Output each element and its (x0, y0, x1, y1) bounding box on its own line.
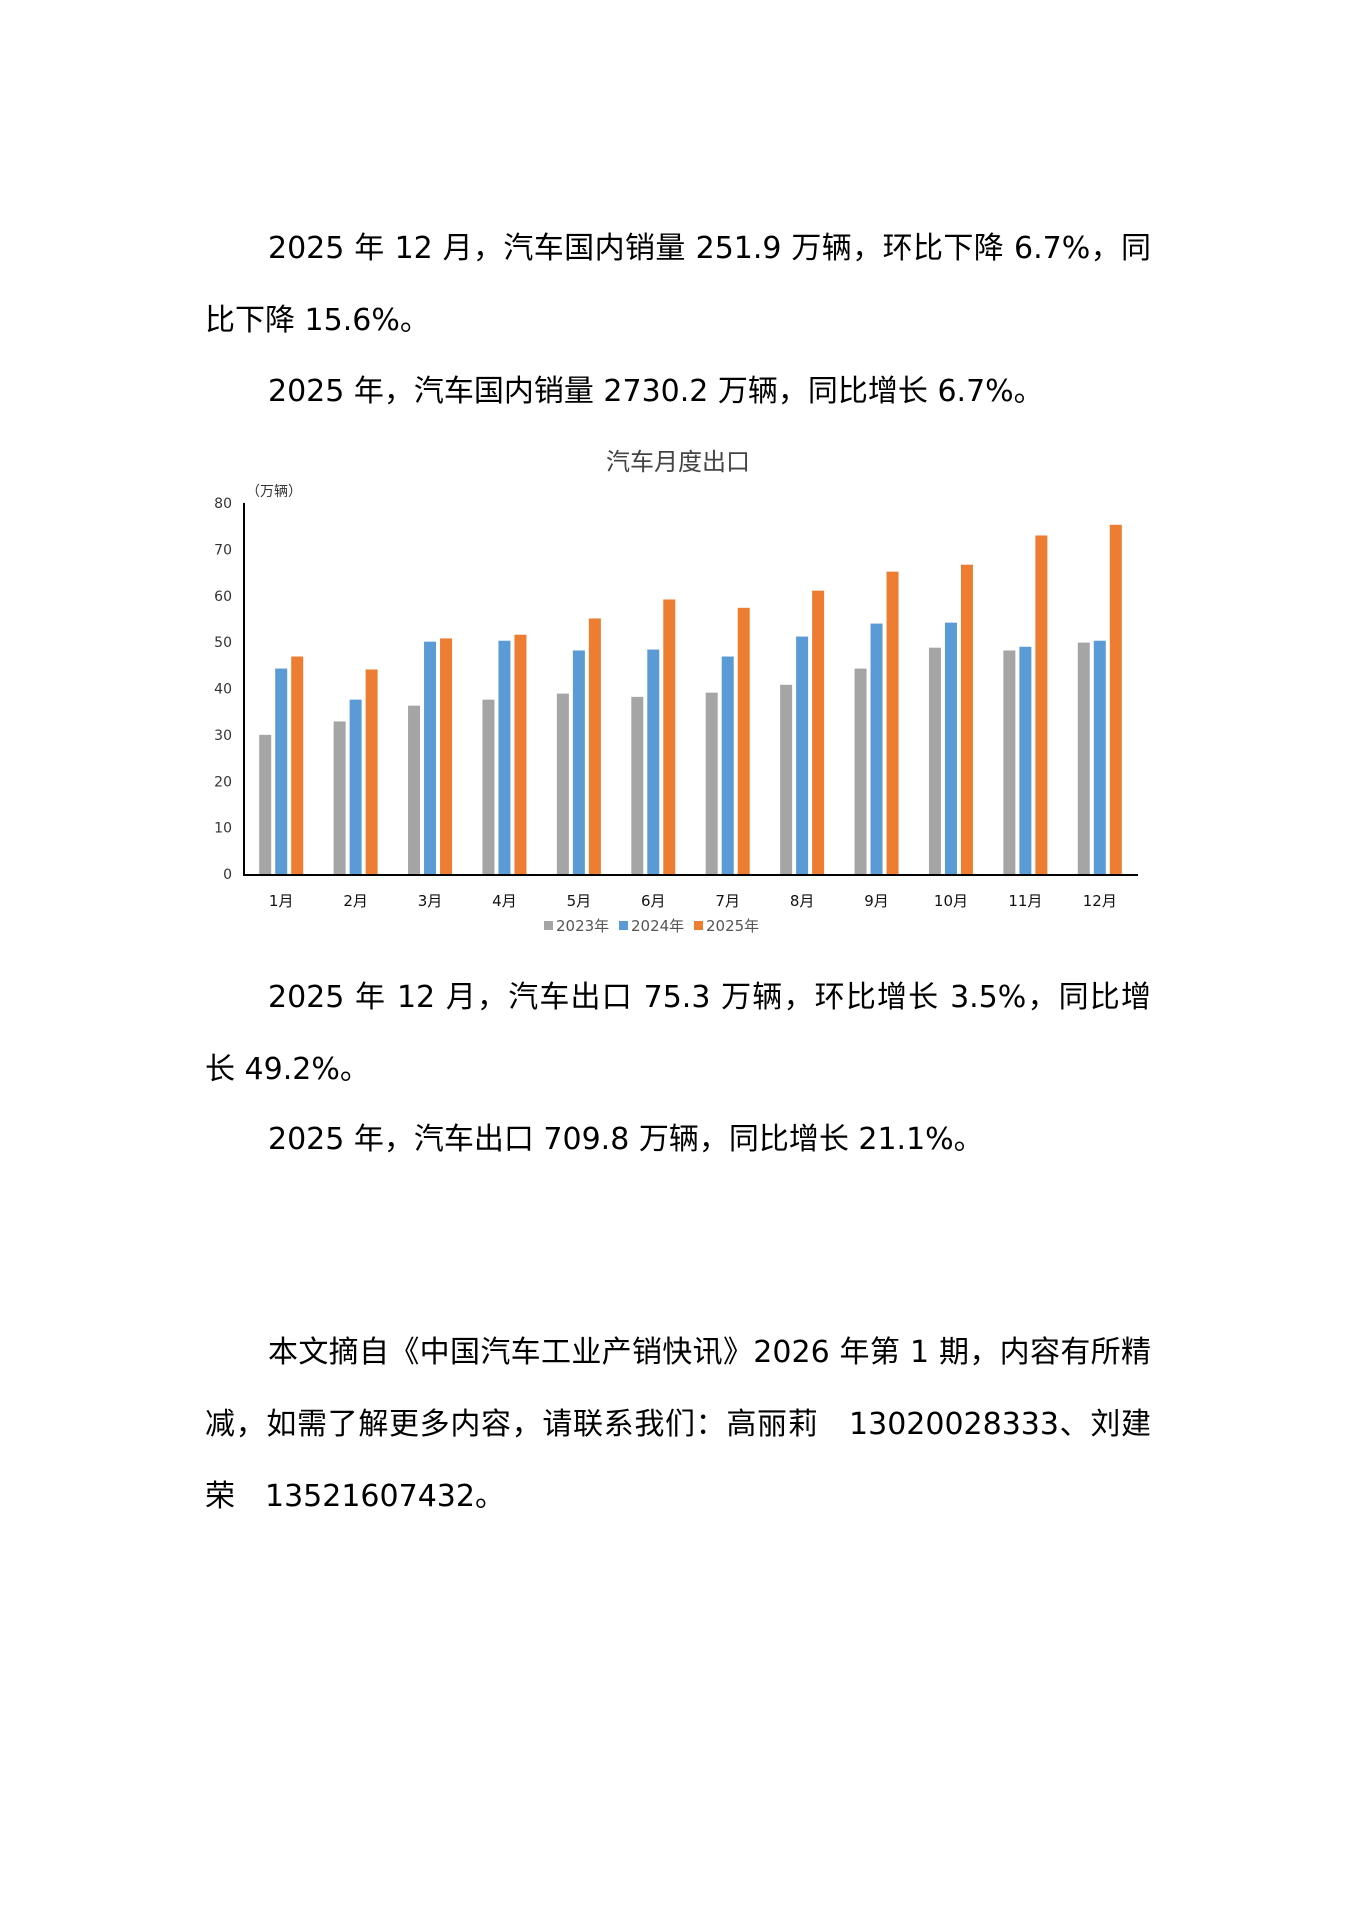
bar-2024年-7月 (721, 656, 734, 874)
bar-2023年-3月 (408, 705, 421, 874)
bar-2023年-11月 (1003, 650, 1016, 874)
bar-2024年-6月 (647, 649, 660, 874)
y-axis-unit: （万辆） (246, 484, 302, 500)
paragraph-export-december: 2025 年 12 月，汽车出口 75.3 万辆，环比增长 3.5%，同比增长 … (205, 980, 1151, 1087)
bar-2023年-10月 (928, 647, 941, 874)
x-tick-label: 12月 (1083, 892, 1117, 910)
bar-2025年-8月 (812, 590, 825, 874)
bar-2025年-7月 (737, 607, 750, 874)
bar-2023年-8月 (780, 684, 793, 874)
x-tick-label: 3月 (418, 892, 443, 910)
paragraph-domestic-december: 2025 年 12 月，汽车国内销量 251.9 万辆，环比下降 6.7%，同比… (205, 231, 1151, 338)
legend-label: 2024年 (631, 917, 684, 935)
y-tick-label: 60 (214, 589, 232, 605)
bar-2023年-1月 (259, 734, 272, 874)
bar-2024年-10月 (944, 622, 957, 874)
y-tick-label: 70 (214, 542, 232, 558)
legend-swatch (544, 921, 553, 930)
y-tick-label: 10 (214, 821, 232, 837)
paragraph-export-annual: 2025 年，汽车出口 709.8 万辆，同比增长 21.1%。 (268, 1122, 984, 1157)
x-tick-label: 2月 (343, 892, 368, 910)
legend-label: 2025年 (706, 917, 759, 935)
monthly-export-chart: 汽车月度出口 （万辆） 0 10 20 30 40 50 60 70 80 1月 2月 3月 4月 5月… (214, 448, 1138, 935)
y-tick-label: 20 (214, 774, 232, 790)
bar-2023年-6月 (631, 696, 644, 874)
legend-label: 2023年 (556, 917, 609, 935)
bar-2023年-9月 (854, 668, 867, 874)
paragraph-domestic-annual: 2025 年，汽车国内销量 2730.2 万辆，同比增长 6.7%。 (268, 374, 1044, 409)
paragraph-source-note: 本文摘自《中国汽车工业产销快讯》2026 年第 1 期，内容有所精减，如需了解更… (205, 1335, 1151, 1514)
chart-title: 汽车月度出口 (606, 448, 750, 476)
bar-2024年-8月 (796, 636, 809, 874)
bar-2025年-9月 (886, 571, 899, 874)
bar-2023年-7月 (705, 692, 718, 874)
bar-2024年-3月 (424, 641, 437, 874)
bar-2025年-12月 (1109, 524, 1122, 874)
bar-2025年-2月 (365, 669, 378, 874)
y-tick-label: 50 (214, 635, 232, 651)
y-tick-label: 30 (214, 728, 232, 744)
bar-2024年-4月 (498, 640, 511, 874)
bar-2025年-4月 (514, 634, 527, 874)
bar-2023年-4月 (482, 699, 495, 874)
bar-2025年-11月 (1035, 535, 1048, 874)
bar-2023年-2月 (333, 721, 346, 874)
bar-2024年-9月 (870, 623, 883, 874)
bar-2024年-1月 (275, 668, 288, 874)
bar-2023年-12月 (1077, 642, 1090, 874)
x-tick-label: 5月 (567, 892, 592, 910)
x-tick-label: 10月 (934, 892, 968, 910)
x-tick-label: 9月 (864, 892, 889, 910)
bar-2025年-1月 (291, 656, 304, 874)
bar-2024年-2月 (349, 699, 362, 874)
x-tick-label: 1月 (269, 892, 294, 910)
legend-swatch (694, 921, 703, 930)
y-tick-label: 40 (214, 682, 232, 698)
bar-2025年-6月 (663, 599, 676, 874)
y-tick-label: 0 (223, 867, 232, 883)
bar-2024年-11月 (1019, 646, 1032, 874)
x-tick-label: 4月 (492, 892, 517, 910)
x-tick-label: 11月 (1008, 892, 1042, 910)
x-tick-label: 6月 (641, 892, 666, 910)
bar-2024年-12月 (1093, 640, 1106, 874)
bar-2024年-5月 (572, 650, 585, 874)
x-tick-label: 7月 (715, 892, 740, 910)
bar-2025年-10月 (960, 564, 973, 874)
legend-swatch (619, 921, 628, 930)
x-tick-label: 8月 (790, 892, 815, 910)
bar-2023年-5月 (556, 693, 569, 874)
bar-2025年-3月 (440, 638, 453, 874)
bar-2025年-5月 (588, 618, 601, 874)
y-tick-label: 80 (214, 496, 232, 512)
